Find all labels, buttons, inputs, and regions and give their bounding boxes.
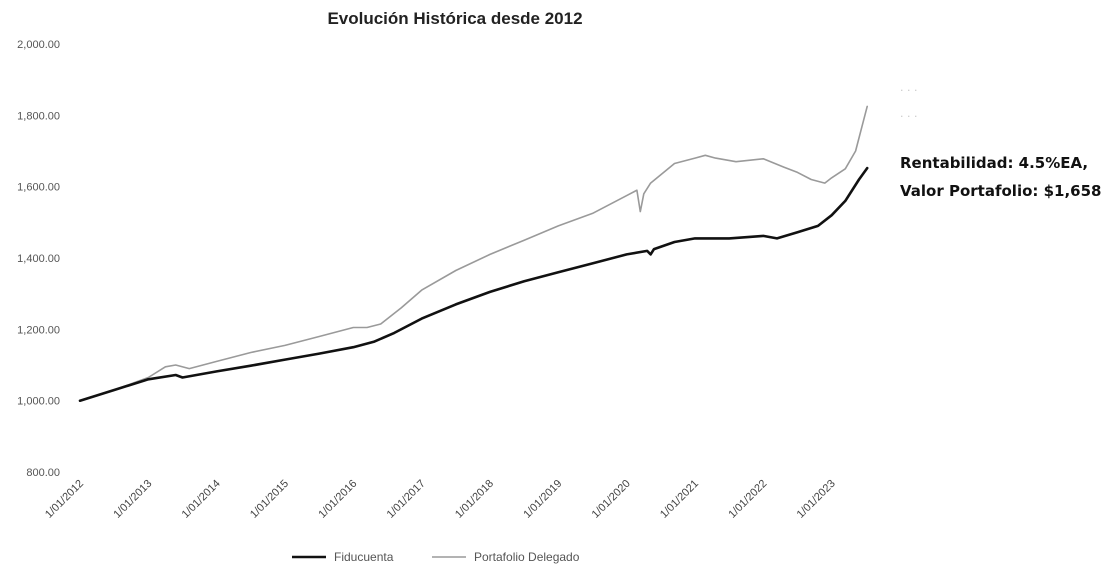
x-tick-label: 1/01/2023 [795, 478, 838, 521]
y-tick-label: 800.00 [26, 467, 60, 479]
x-tick-label: 1/01/2012 [43, 478, 86, 521]
legend-label: Portafolio Delegado [474, 550, 580, 564]
series-line-fiducuenta [78, 166, 869, 403]
legend: Fiducuenta Portafolio Delegado [292, 550, 580, 564]
annotation-layer: · · · · · · Rentabilidad: 4.5%EA, Valor … [900, 84, 1102, 200]
series-layer [78, 105, 869, 403]
y-tick-label: 1,800.00 [17, 110, 60, 122]
x-tick-label: 1/01/2018 [453, 478, 496, 521]
annotation-rentabilidad: Rentabilidad: 4.5%EA, [900, 154, 1088, 172]
annotation-valor-portafolio: Valor Portafolio: $1,658 [900, 182, 1102, 200]
y-tick-label: 1,200.00 [17, 324, 60, 336]
faint-annotation-2: · · · [900, 110, 917, 123]
y-axis: 2,000.00 1,800.00 1,600.00 1,400.00 1,200.00… [17, 39, 60, 479]
y-tick-label: 1,400.00 [17, 253, 60, 265]
x-tick-label: 1/01/2019 [521, 478, 564, 521]
y-tick-label: 1,600.00 [17, 182, 60, 194]
chart-title: Evolución Histórica desde 2012 [327, 9, 582, 28]
x-tick-label: 1/01/2021 [658, 478, 701, 521]
y-tick-label: 2,000.00 [17, 39, 60, 51]
faint-annotation-1: · · · [900, 84, 917, 97]
series-line-portafolio-delegado [79, 105, 869, 402]
x-tick-label: 1/01/2013 [111, 478, 154, 521]
y-tick-label: 1,000.00 [17, 396, 60, 408]
legend-label: Fiducuenta [334, 550, 394, 564]
x-tick-label: 1/01/2022 [726, 478, 769, 521]
x-tick-label: 1/01/2016 [316, 478, 359, 521]
x-tick-label: 1/01/2017 [385, 478, 428, 521]
x-axis: 1/01/2012 1/01/2013 1/01/2014 1/01/2015 1/01… [43, 478, 838, 521]
x-tick-label: 1/01/2015 [248, 478, 291, 521]
x-tick-label: 1/01/2020 [590, 478, 633, 521]
x-tick-label: 1/01/2014 [180, 478, 223, 521]
